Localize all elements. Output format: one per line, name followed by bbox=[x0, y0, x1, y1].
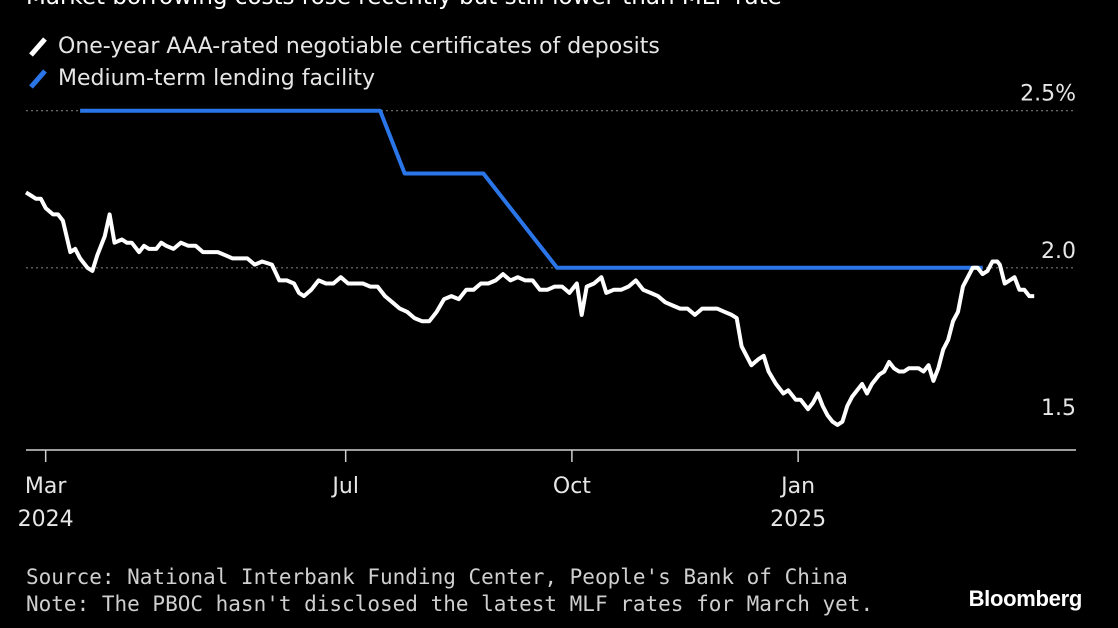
x-tick-label: Jan bbox=[779, 474, 815, 499]
y-tick-label: 2.5% bbox=[1020, 82, 1076, 107]
chart-title: Market borrowing costs rose recently but… bbox=[26, 0, 782, 10]
legend-swatch-ncd bbox=[29, 37, 47, 57]
legend-item-mlf: Medium-term lending facility bbox=[26, 62, 660, 94]
footer: Source: National Interbank Funding Cente… bbox=[26, 564, 873, 618]
bloomberg-logo: Bloomberg bbox=[968, 586, 1083, 611]
y-tick-label: 1.5 bbox=[1041, 396, 1076, 421]
series-line-ncd bbox=[24, 190, 1035, 427]
y-tick-label: 2.0 bbox=[1041, 239, 1076, 264]
footnote: Note: The PBOC hasn't disclosed the late… bbox=[26, 592, 874, 616]
source-note: Source: National Interbank Funding Cente… bbox=[26, 565, 848, 589]
legend-label-ncd: One-year AAA-rated negotiable certificat… bbox=[58, 33, 660, 59]
legend: One-year AAA-rated negotiable certificat… bbox=[26, 30, 660, 94]
x-tick-year-label: 2025 bbox=[770, 507, 826, 532]
series-line-mlf bbox=[80, 108, 983, 270]
legend-swatch-mlf bbox=[29, 69, 47, 89]
legend-item-ncd: One-year AAA-rated negotiable certificat… bbox=[26, 30, 660, 62]
x-tick-label: Mar bbox=[25, 474, 67, 499]
legend-label-mlf: Medium-term lending facility bbox=[58, 65, 376, 91]
x-tick-label: Jul bbox=[330, 474, 359, 499]
x-tick-year-label: 2024 bbox=[18, 507, 74, 532]
x-tick-label: Oct bbox=[553, 474, 591, 499]
